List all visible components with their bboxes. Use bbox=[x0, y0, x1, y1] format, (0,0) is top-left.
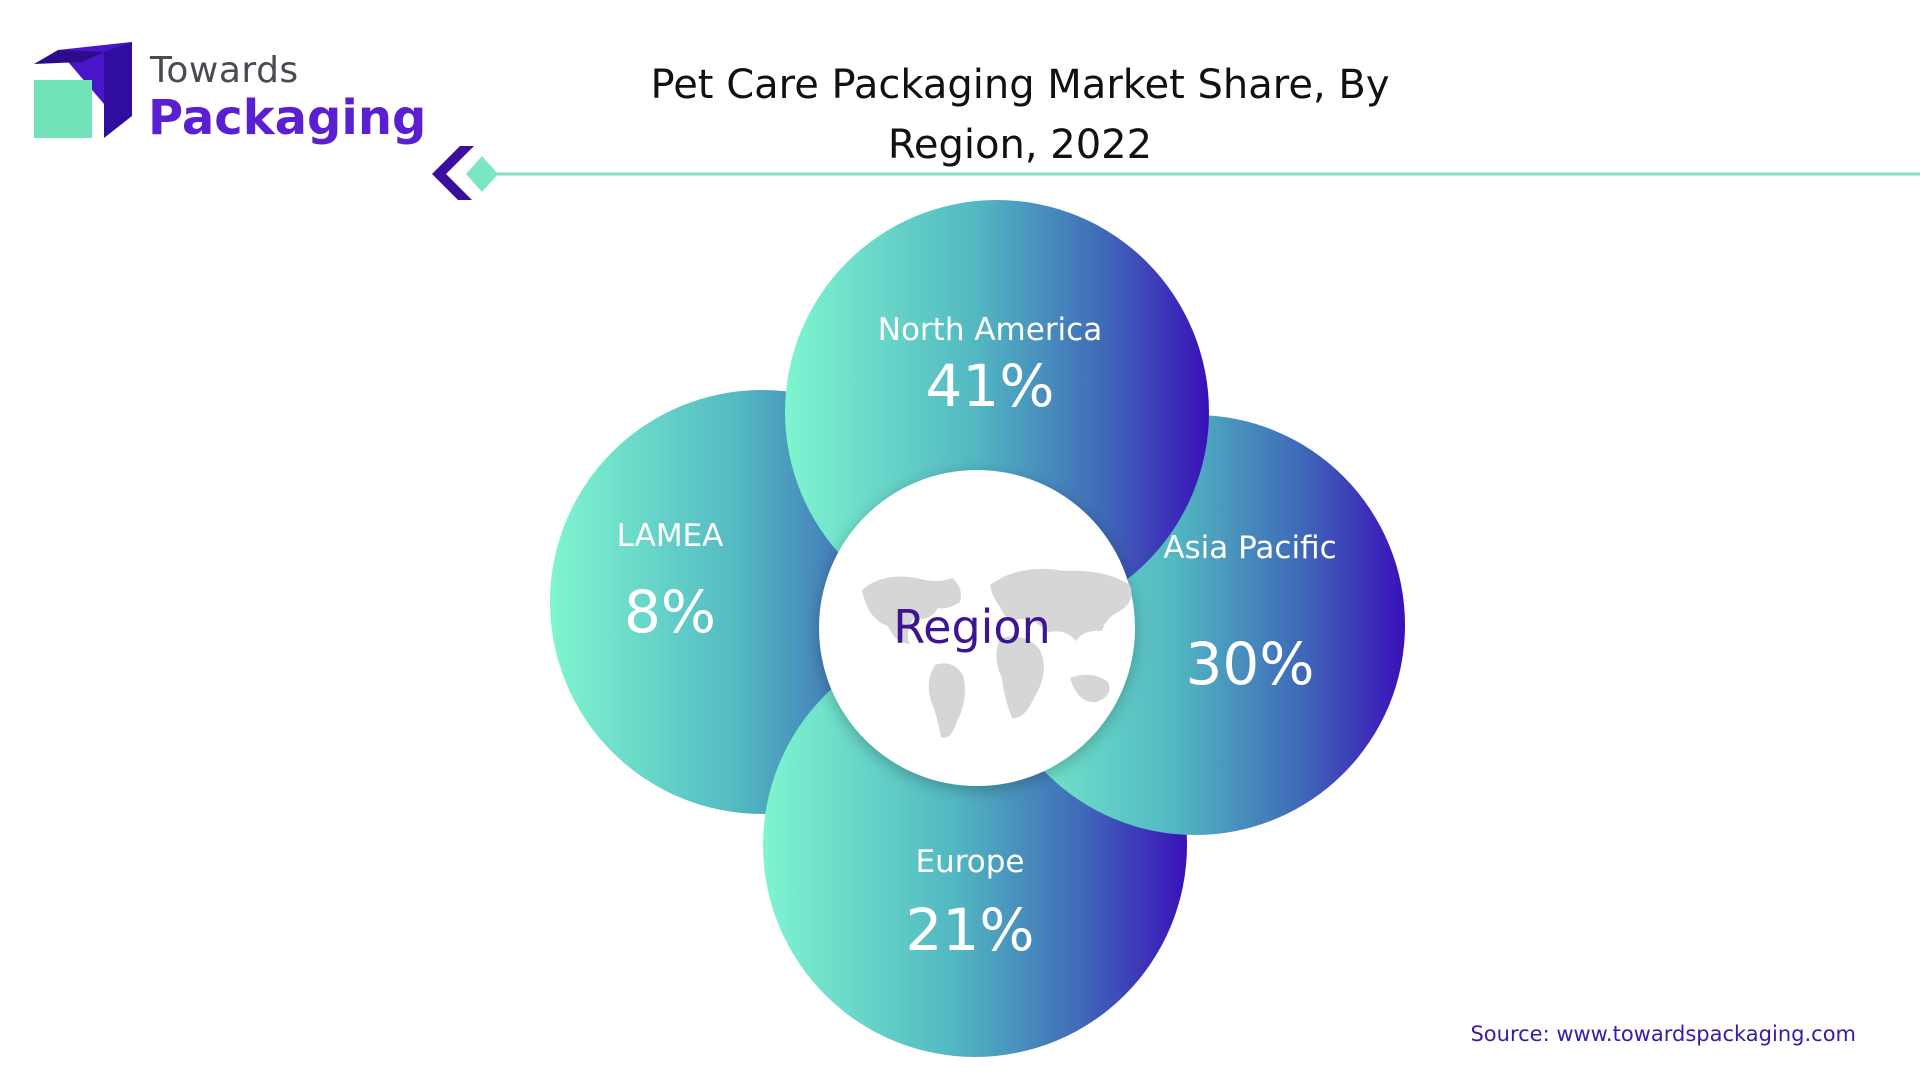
diamond-icon bbox=[466, 156, 498, 192]
region-name-lamea: LAMEA bbox=[617, 518, 724, 554]
brand-logo: Towards Packaging bbox=[30, 38, 450, 148]
world-map-icon bbox=[862, 568, 1132, 738]
region-name-europe: Europe bbox=[915, 844, 1024, 880]
region-name-north-america: North America bbox=[878, 312, 1102, 348]
logo-text-towards: Towards bbox=[150, 50, 299, 91]
chart-title: Pet Care Packaging Market Share, By Regi… bbox=[650, 62, 1390, 168]
center-circle bbox=[819, 470, 1135, 786]
region-value-europe: 21% bbox=[906, 896, 1035, 964]
region-name-asia-pacific: Asia Pacific bbox=[1163, 530, 1336, 566]
logo-box-icon bbox=[34, 42, 132, 138]
chevron-left-icon bbox=[432, 146, 474, 200]
center-label: Region bbox=[893, 600, 1050, 654]
region-value-asia-pacific: 30% bbox=[1186, 630, 1315, 698]
region-value-north-america: 41% bbox=[926, 352, 1055, 420]
source-note: Source: www.towardspackaging.com bbox=[1470, 1022, 1856, 1046]
region-value-lamea: 8% bbox=[624, 578, 716, 646]
title-divider bbox=[432, 146, 1920, 200]
center-hub: Region bbox=[819, 470, 1135, 786]
logo-text-packaging: Packaging bbox=[148, 90, 427, 146]
region-labels: North America 41% Asia Pacific 30% Europe 21%… bbox=[617, 312, 1337, 964]
